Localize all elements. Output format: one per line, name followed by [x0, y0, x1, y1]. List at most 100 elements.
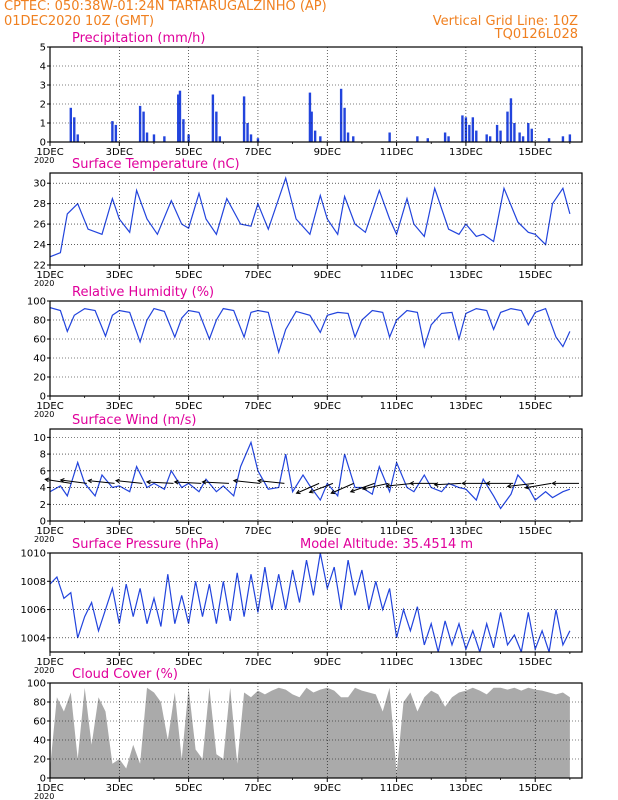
wind-arrowhead: [87, 478, 93, 484]
wind-vector: [525, 482, 552, 489]
y-tick-label: 80: [33, 698, 46, 709]
y-tick-label: 0: [40, 517, 46, 528]
x-tick-label: 13DEC: [449, 783, 483, 794]
precip-bar: [152, 134, 156, 142]
wind-vector: [115, 480, 143, 484]
model-altitude-label: Model Altitude: 35.4514 m: [300, 537, 473, 552]
precip-bar: [339, 88, 343, 142]
year-label: 2020: [34, 792, 54, 800]
precip-bar: [249, 134, 253, 142]
x-tick-label: 3DEC: [106, 401, 133, 412]
precip-bar: [416, 136, 419, 142]
y-tick-label: 40: [33, 736, 46, 747]
x-tick-label: 7DEC: [244, 783, 271, 794]
precip-bar: [187, 134, 190, 142]
wind-vector: [350, 482, 375, 493]
precip-bar: [114, 124, 118, 142]
wind-vector: [434, 482, 462, 486]
wind-vector: [331, 482, 354, 494]
x-tick-label: 11DEC: [380, 401, 414, 412]
year-label: 2020: [34, 410, 54, 419]
wind-arrowhead: [485, 481, 491, 486]
year-label: 2020: [34, 279, 54, 288]
series-group: [50, 175, 571, 258]
precip-bar: [142, 111, 145, 142]
wind-arrowhead: [59, 478, 65, 483]
precip-bar: [242, 96, 246, 142]
chart-panel: 0 2 4 6 8 10 1DEC 3DEC 5DEC 7DEC 9DEC 11DEC 13DEC 15D…: [33, 413, 583, 544]
series-group: [50, 687, 570, 778]
panel-frame: [49, 300, 583, 397]
y-tick-label: 30: [33, 179, 46, 190]
precip-bar: [319, 136, 322, 142]
y-tick-label: 2: [40, 500, 46, 511]
y-tick-label: 0: [40, 774, 46, 785]
x-tick-label: 7DEC: [244, 401, 271, 412]
x-tick-label: 1DEC: [36, 783, 63, 794]
precip-bar: [218, 136, 222, 142]
precip-bar: [509, 98, 513, 142]
precip-bar: [513, 123, 516, 142]
y-tick-label: 10: [33, 433, 46, 444]
series-group: [50, 307, 571, 355]
precip-bar: [182, 119, 185, 142]
panel-title: Relative Humidity (%): [72, 285, 214, 300]
precip-bar: [73, 117, 76, 142]
wind-vector: [233, 480, 261, 484]
y-tick-label: 4: [40, 483, 46, 494]
precip-bar: [447, 136, 450, 142]
precip-bar: [178, 90, 182, 142]
y-tick-label: 80: [33, 316, 46, 327]
precip-bar: [547, 138, 551, 142]
x-tick-label: 9DEC: [314, 783, 341, 794]
x-tick-label: 5DEC: [175, 657, 202, 668]
precip-bar: [461, 115, 464, 142]
x-tick-label: 7DEC: [244, 270, 271, 281]
x-tick-label: 1DEC: [36, 401, 63, 412]
wind-vector: [296, 482, 320, 494]
series-line: [50, 175, 571, 258]
series-group: [69, 88, 572, 142]
wind-arrowhead: [349, 488, 355, 493]
panel-frame: [49, 682, 583, 779]
precip-bar: [471, 117, 475, 142]
precip-bar: [568, 134, 572, 142]
precip-bar: [69, 107, 72, 142]
panel-title: Surface Wind (m/s): [72, 413, 196, 428]
precip-bar: [443, 132, 447, 142]
y-tick-label: 100: [27, 679, 46, 690]
x-tick-label: 5DEC: [175, 783, 202, 794]
chart-panel: 0 1 2 3 4 5 1DEC 3DEC 5DEC 7DEC 9DEC 11DEC 13DEC 15DE…: [34, 31, 583, 165]
x-tick-label: 11DEC: [380, 657, 414, 668]
y-tick-label: 100: [27, 297, 46, 308]
precip-bar: [464, 117, 468, 142]
x-tick-label: 9DEC: [314, 270, 341, 281]
precip-bar: [352, 136, 355, 142]
cloud-area: [50, 687, 570, 778]
x-tick-label: 5DEC: [175, 526, 202, 537]
x-tick-label: 9DEC: [314, 526, 341, 537]
wind-arrowhead: [506, 483, 512, 489]
y-tick-label: 26: [33, 220, 46, 231]
vertical-grid-note: Vertical Grid Line: 10Z: [432, 14, 578, 29]
precip-bar: [388, 132, 391, 142]
y-tick-label: 6: [40, 466, 46, 477]
precip-bar: [145, 132, 149, 142]
precip-bar: [475, 130, 478, 142]
y-tick-label: 60: [33, 335, 46, 346]
y-tick-label: 1008: [21, 577, 46, 588]
x-tick-label: 9DEC: [314, 657, 341, 668]
y-tick-label: 4: [40, 62, 46, 73]
x-tick-label: 13DEC: [449, 526, 483, 537]
wind-arrowhead: [145, 479, 151, 485]
wind-arrowhead: [461, 481, 467, 486]
y-tick-label: 40: [33, 354, 46, 365]
y-tick-label: 22: [33, 261, 46, 272]
precip-bar: [310, 111, 313, 142]
precip-bar: [426, 138, 429, 142]
precip-bar: [343, 107, 346, 142]
year-label: 2020: [34, 666, 54, 675]
y-tick-label: 1004: [21, 633, 46, 644]
precip-bar: [506, 111, 509, 142]
x-tick-label: 15DEC: [518, 147, 552, 158]
